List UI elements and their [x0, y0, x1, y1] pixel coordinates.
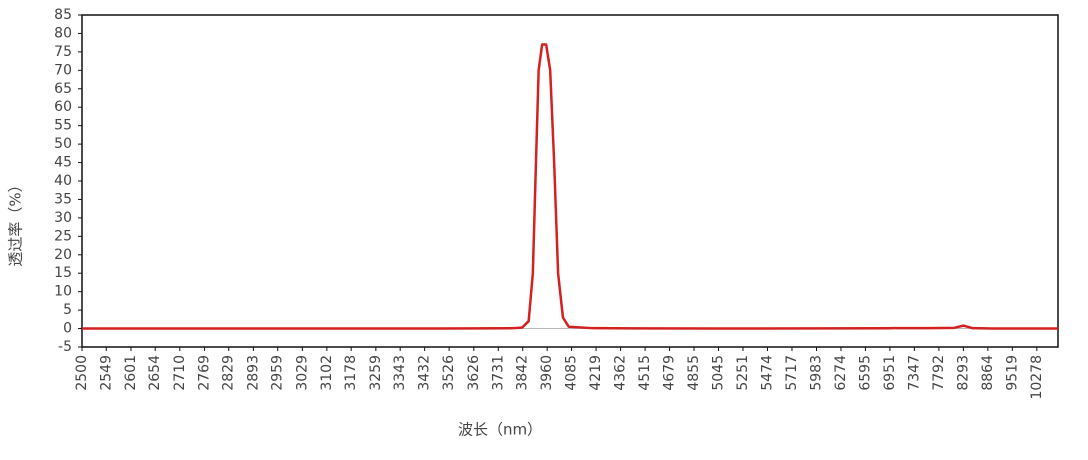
- x-tick-label: 3526: [441, 355, 457, 391]
- x-tick-label: 2549: [98, 355, 114, 391]
- y-tick-label: 40: [54, 173, 72, 189]
- x-tick-label: 4085: [564, 355, 580, 391]
- y-tick-label: 25: [54, 228, 72, 244]
- plot-frame: [81, 14, 1059, 348]
- y-tick-label: 0: [63, 321, 72, 337]
- y-tick-label: 20: [54, 247, 72, 263]
- data-line: [82, 43, 1058, 330]
- x-tick-label: 8293: [955, 355, 971, 391]
- x-tick-label: 5474: [759, 355, 775, 391]
- x-tick-label: 9519: [1004, 355, 1020, 391]
- y-tick-label: 45: [54, 155, 72, 171]
- x-tick-label: 2769: [197, 355, 213, 391]
- x-tick-label: 3432: [417, 355, 433, 391]
- y-tick-label: 15: [54, 265, 72, 281]
- y-tick-label: -5: [58, 339, 72, 355]
- y-axis-title: 透过率（%）: [7, 177, 25, 266]
- y-tick-label: 35: [54, 191, 72, 207]
- x-tick-label: 3626: [466, 355, 482, 391]
- x-tick-label: 3102: [319, 355, 335, 391]
- y-tick-label: 55: [54, 118, 72, 134]
- x-tick-label: 4679: [662, 355, 678, 391]
- y-tick-label: 65: [54, 81, 72, 97]
- y-tick-label: 10: [54, 284, 72, 300]
- x-tick-label: 4362: [613, 355, 629, 391]
- x-tick-label: 2893: [245, 355, 261, 391]
- x-tick-label: 3029: [294, 355, 310, 391]
- y-tick-label: 70: [54, 62, 72, 78]
- x-tick-label: 6274: [833, 355, 849, 391]
- x-tick-label: 2500: [74, 355, 90, 391]
- x-tick-label: 2601: [123, 355, 139, 391]
- x-tick-label: 2829: [221, 355, 237, 391]
- x-tick-label: 3842: [515, 355, 531, 391]
- y-tick-label: 30: [54, 210, 72, 226]
- x-tick-label: 4855: [686, 355, 702, 391]
- y-tick-label: 5: [63, 302, 72, 318]
- y-tick-label: 75: [54, 44, 72, 60]
- x-tick-label: 3960: [539, 355, 555, 391]
- x-tick-label: 2710: [172, 355, 188, 391]
- x-tick-label: 2959: [270, 355, 286, 391]
- y-tick-label: 80: [54, 25, 72, 41]
- x-tick-label: 2654: [147, 355, 163, 391]
- x-tick-label: 6951: [882, 355, 898, 391]
- x-tick-label: 3343: [392, 355, 408, 391]
- y-tick-label: 50: [54, 136, 72, 152]
- x-tick-label: 7347: [906, 355, 922, 391]
- x-tick-label: 4219: [588, 355, 604, 391]
- x-tick-label: 4515: [637, 355, 653, 391]
- x-tick-label: 6595: [857, 355, 873, 391]
- x-tick-label: 3178: [343, 355, 359, 391]
- x-tick-label: 10278: [1029, 355, 1045, 400]
- x-axis-title: 波长（nm）: [458, 421, 542, 439]
- x-tick-label: 3259: [368, 355, 384, 391]
- y-tick-label: 60: [54, 99, 72, 115]
- x-tick-label: 7792: [931, 355, 947, 391]
- x-tick-label: 3731: [490, 355, 506, 391]
- x-tick-label: 8864: [980, 355, 996, 391]
- x-tick-label: 5045: [710, 355, 726, 391]
- x-tick-label: 5983: [809, 355, 825, 391]
- x-tick-label: 5251: [735, 355, 751, 391]
- y-tick-label: 85: [54, 7, 72, 23]
- x-tick-label: 5717: [784, 355, 800, 391]
